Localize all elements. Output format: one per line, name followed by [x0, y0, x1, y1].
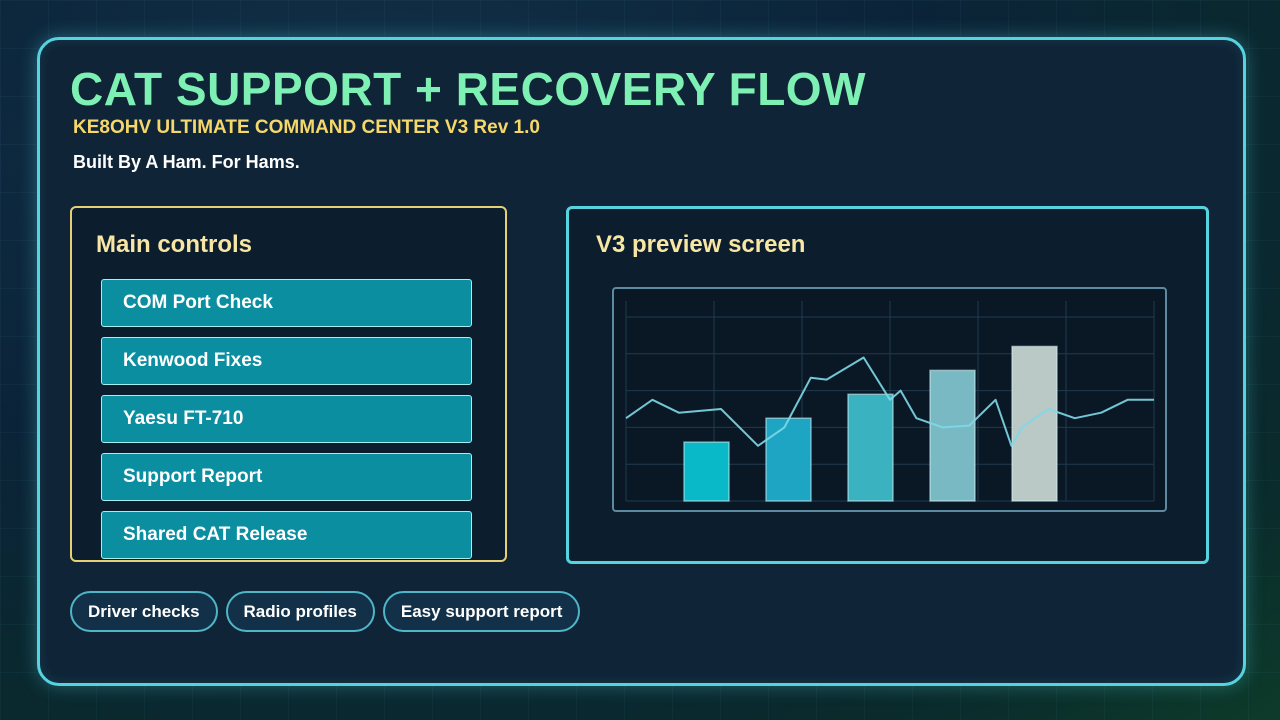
preview-heading: V3 preview screen: [596, 231, 806, 258]
feature-chips: Driver checks Radio profiles Easy suppor…: [70, 591, 581, 632]
support-report-button[interactable]: Support Report: [101, 453, 472, 501]
chart-bar-3: [847, 393, 894, 502]
yaesu-ft-710-button[interactable]: Yaesu FT-710: [101, 395, 472, 443]
main-controls-list: COM Port Check Kenwood Fixes Yaesu FT-71…: [101, 279, 472, 569]
chart-bar-1: [683, 441, 730, 502]
preview-chart: [625, 301, 1155, 502]
chart-bar-2: [765, 417, 812, 502]
radio-profiles-chip[interactable]: Radio profiles: [225, 591, 375, 632]
com-port-check-button[interactable]: COM Port Check: [101, 279, 472, 327]
page-title: CAT SUPPORT + RECOVERY FLOW: [70, 63, 866, 115]
driver-checks-chip[interactable]: Driver checks: [70, 591, 218, 632]
chart-line-series: [625, 356, 1154, 447]
page-tagline: Built By A Ham. For Hams.: [73, 152, 300, 172]
shared-cat-release-button[interactable]: Shared CAT Release: [101, 511, 472, 559]
main-controls-heading: Main controls: [96, 231, 253, 258]
page-subtitle: KE8OHV ULTIMATE COMMAND CENTER V3 Rev 1.…: [73, 117, 540, 138]
chart-bar-4: [929, 369, 976, 502]
chart-bar-5: [1011, 345, 1058, 502]
preview-panel: V3 preview screen: [566, 206, 1209, 564]
main-controls-panel: Main controls COM Port Check Kenwood Fix…: [70, 206, 507, 562]
kenwood-fixes-button[interactable]: Kenwood Fixes: [101, 337, 472, 385]
easy-support-report-chip[interactable]: Easy support report: [382, 591, 581, 632]
preview-screen: [612, 287, 1167, 512]
